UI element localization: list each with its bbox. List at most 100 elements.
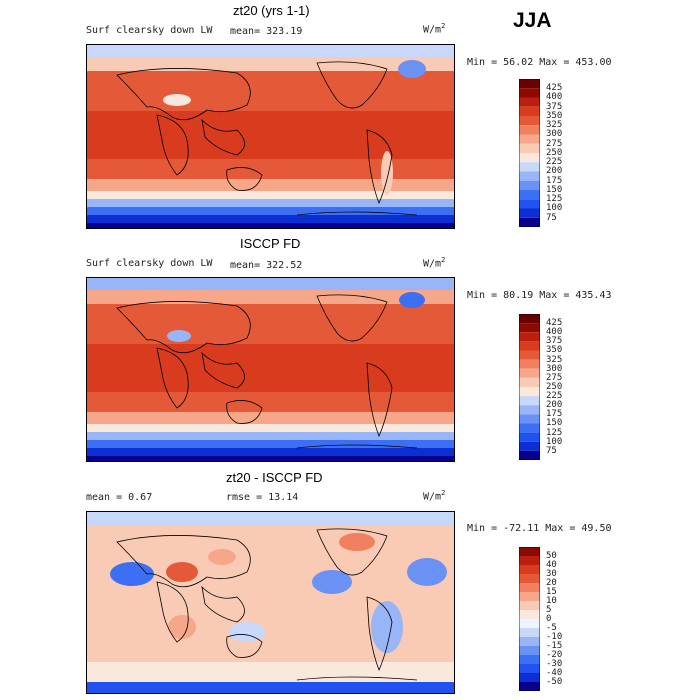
panel3-minmax: Min = -72.11 Max = 49.50 xyxy=(467,523,612,534)
colorbar-tick: 200 xyxy=(546,400,563,411)
anomaly xyxy=(168,615,196,639)
colorbar-tick: 350 xyxy=(546,110,563,121)
tibet-anomaly xyxy=(167,330,191,342)
colorbar-swatch xyxy=(519,180,540,190)
colorbar-swatch xyxy=(519,592,540,601)
panel1-mean-label: mean= 323.19 xyxy=(230,26,303,37)
colorbar-swatch xyxy=(519,341,540,351)
anomaly xyxy=(312,570,352,594)
colorbar-swatch xyxy=(519,350,540,360)
colorbar-swatch xyxy=(519,574,540,583)
colorbar-swatch xyxy=(519,619,540,628)
field-band xyxy=(87,57,454,71)
colorbar-tick: 20 xyxy=(546,578,557,588)
colorbar-tick: 400 xyxy=(546,92,563,103)
colorbar-tick: 325 xyxy=(546,120,563,130)
colorbar-swatch xyxy=(519,655,540,664)
colorbar-tick: -10 xyxy=(546,632,563,642)
panel3-units: W/m2 xyxy=(423,489,446,503)
colorbar-tick: 5 xyxy=(546,605,552,615)
greenland-anomaly xyxy=(399,292,425,308)
colorbar-tick: 200 xyxy=(546,166,563,177)
colorbar-tick: 75 xyxy=(546,445,557,456)
colorbar-tick: 250 xyxy=(546,147,563,158)
greenland-anomaly xyxy=(398,60,426,78)
colorbar-swatch xyxy=(519,323,540,333)
colorbar-swatch xyxy=(519,387,540,397)
panel3-field-plot xyxy=(87,512,454,693)
panel2-mean-label: mean= 322.52 xyxy=(230,260,303,271)
colorbar-tick: 0 xyxy=(546,614,552,624)
panel1-colorbar xyxy=(518,78,541,228)
colorbar-swatch xyxy=(519,162,540,172)
colorbar-swatch xyxy=(519,332,540,342)
panel3-mean-label: mean = 0.67 xyxy=(86,492,153,503)
field-band xyxy=(87,424,454,432)
field-band xyxy=(87,111,454,159)
colorbar-swatch xyxy=(519,682,540,691)
colorbar-swatch xyxy=(519,405,540,415)
coastlines xyxy=(116,61,418,216)
colorbar-tick: -5 xyxy=(546,623,557,633)
colorbar-swatch xyxy=(519,673,540,682)
colorbar-tick: 175 xyxy=(546,175,563,186)
colorbar-swatch xyxy=(519,565,540,574)
anomaly xyxy=(110,562,154,586)
colorbar-swatch xyxy=(519,134,540,144)
colorbar-tick: 175 xyxy=(546,409,563,420)
field-band xyxy=(87,392,454,412)
colorbar-tick: 425 xyxy=(546,83,563,93)
colorbar-swatch xyxy=(519,583,540,592)
colorbar-tick: 300 xyxy=(546,363,563,374)
anomaly xyxy=(339,533,375,551)
colorbar-swatch xyxy=(519,79,540,89)
colorbar-tick: 100 xyxy=(546,436,563,447)
panel1-minmax: Min = 56.02 Max = 453.00 xyxy=(467,57,612,68)
panel2-colorbar-swatches xyxy=(518,313,541,461)
colorbar-tick: -30 xyxy=(546,659,563,669)
colorbar-tick: 40 xyxy=(546,560,557,570)
panel2-minmax: Min = 80.19 Max = 435.43 xyxy=(467,290,612,301)
colorbar-swatch xyxy=(519,359,540,369)
colorbar-tick: 15 xyxy=(546,587,557,597)
panel2-field-plot xyxy=(87,278,454,461)
panel1-colorbar-swatches xyxy=(518,78,541,228)
colorbar-swatch xyxy=(519,450,540,460)
field-band xyxy=(87,512,454,526)
colorbar-tick: 225 xyxy=(546,391,563,401)
colorbar-swatch xyxy=(519,664,540,673)
colorbar-tick: 325 xyxy=(546,354,563,365)
colorbar-swatch xyxy=(519,423,540,433)
colorbar-tick: -40 xyxy=(546,668,563,678)
andes-anomaly xyxy=(381,151,393,195)
field-band xyxy=(87,456,454,461)
colorbar-swatch xyxy=(519,171,540,181)
colorbar-tick: 10 xyxy=(546,596,557,606)
colorbar-tick: 300 xyxy=(546,129,563,140)
colorbar-swatch xyxy=(519,628,540,637)
colorbar-tick: 275 xyxy=(546,138,563,149)
field-band xyxy=(87,440,454,448)
colorbar-swatch xyxy=(519,217,540,227)
colorbar-tick: 425 xyxy=(546,318,563,328)
colorbar-swatch xyxy=(519,368,540,378)
colorbar-swatch xyxy=(519,116,540,126)
colorbar-tick: 275 xyxy=(546,372,563,383)
colorbar-swatch xyxy=(519,432,540,442)
field-band xyxy=(87,412,454,424)
colorbar-tick: 375 xyxy=(546,336,563,347)
colorbar-tick: 150 xyxy=(546,184,563,195)
colorbar-swatch xyxy=(519,190,540,200)
field-band xyxy=(87,71,454,111)
field-band xyxy=(87,432,454,440)
field-band xyxy=(87,215,454,223)
panel2-field-label: Surf clearsky down LW xyxy=(86,258,213,269)
colorbar-swatch xyxy=(519,637,540,646)
colorbar-swatch xyxy=(519,646,540,655)
colorbar-tick: 100 xyxy=(546,203,563,214)
field-band xyxy=(87,304,454,344)
colorbar-swatch xyxy=(519,556,540,565)
colorbar-swatch xyxy=(519,441,540,451)
panel1-units: W/m2 xyxy=(423,22,446,36)
anomaly xyxy=(166,562,198,582)
